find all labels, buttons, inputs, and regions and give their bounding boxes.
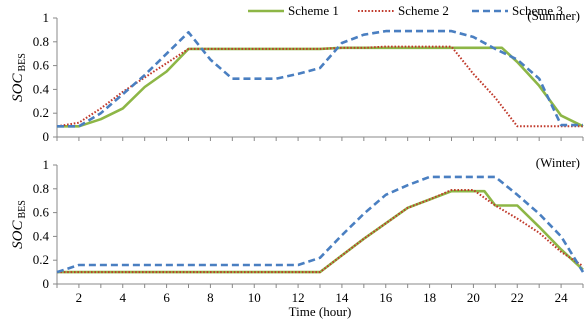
y-tick-label: 0.2 <box>33 105 49 120</box>
y-axis-title: SOC BES <box>10 200 28 249</box>
y-tick-label: 0.4 <box>33 81 50 96</box>
y-axis-title-subscript: BES <box>17 200 28 218</box>
y-tick-label: 0 <box>43 276 50 291</box>
y-axis-title-subscript: BES <box>17 53 28 71</box>
x-tick-label: 20 <box>467 290 480 305</box>
x-tick-label: 16 <box>379 290 393 305</box>
x-tick-label: 8 <box>207 290 214 305</box>
x-tick-label: 12 <box>292 290 305 305</box>
y-axis-title-main: SOC <box>10 73 26 102</box>
y-tick-label: 0 <box>43 129 50 144</box>
y-tick-label: 1 <box>43 157 50 172</box>
y-tick-label: 0.2 <box>33 252 49 267</box>
legend-label: Scheme 3 <box>512 3 563 18</box>
series-line-scheme-3 <box>56 175 585 274</box>
x-tick-label: 10 <box>248 290 261 305</box>
series-line-scheme-1 <box>57 189 584 274</box>
x-tick-label: 4 <box>120 290 127 305</box>
y-axis-title: SOC BES <box>10 53 28 102</box>
y-tick-label: 0.6 <box>33 205 50 220</box>
series-line-scheme-1 <box>57 46 584 128</box>
x-axis-title: Time (hour) <box>289 304 352 319</box>
x-tick-label: 2 <box>76 290 83 305</box>
panel-2: 00.20.40.60.812 4 6 8 10 12 14 16 18 20 22 24SOCBES… <box>10 155 585 319</box>
series-line-scheme-2 <box>56 45 583 128</box>
y-axis-title-main: SOC <box>10 220 26 249</box>
y-tick-label: 0.4 <box>33 228 50 243</box>
y-tick-label: 0.8 <box>33 34 49 49</box>
y-tick-label: 1 <box>43 10 50 25</box>
season-annotation: (Summer) <box>527 8 580 23</box>
legend: Scheme 1 Scheme 2 Scheme 3 <box>248 3 563 18</box>
legend-label: Scheme 1 <box>288 3 339 18</box>
x-tick-label: 24 <box>555 290 569 305</box>
y-tick-label: 0.6 <box>33 58 50 73</box>
x-tick-label: 18 <box>423 290 436 305</box>
series-line-scheme-3 <box>57 29 583 128</box>
x-tick-label: 14 <box>335 290 349 305</box>
panel-1: 0 0.2 0.4 0.6 0.8 1 SOC BES (Summer) <box>10 8 584 144</box>
season-annotation: (Winter) <box>536 155 580 170</box>
x-tick-label: 22 <box>511 290 524 305</box>
legend-label: Scheme 2 <box>398 3 449 18</box>
y-tick-label: 0.8 <box>33 181 49 196</box>
x-tick-label: 6 <box>163 290 170 305</box>
series-line-scheme-2 <box>57 189 584 274</box>
